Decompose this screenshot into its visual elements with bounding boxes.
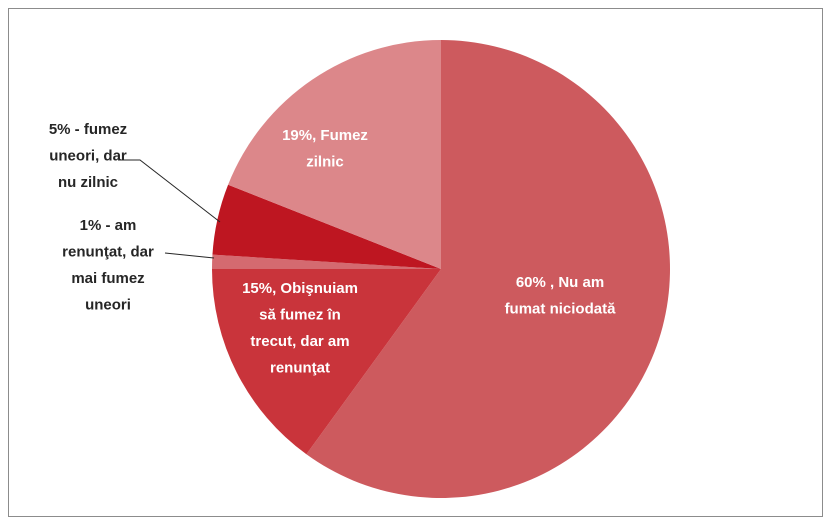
data-label-line: 15%, Obişnuiam (242, 280, 358, 297)
data-label: 60% , Nu am fumat niciodată (505, 274, 617, 318)
leader-line (118, 159, 221, 223)
data-label: 19%, Fumez zilnic (282, 127, 368, 171)
pie-slice (212, 184, 441, 269)
data-label-line: 5% - fumez (49, 121, 127, 138)
data-label-line: zilnic (306, 153, 344, 170)
data-label-line: renunţat, dar (62, 243, 154, 260)
leader-line (164, 252, 215, 259)
data-label: 5% - fumez uneori, dar nu zilnic (49, 121, 127, 191)
data-label: 1% - am renunţat, dar mai fumez uneori (62, 217, 154, 314)
data-label-line: uneori (85, 296, 131, 313)
data-label-line: renunţat (270, 359, 330, 376)
data-label-line: nu zilnic (58, 174, 118, 191)
data-label-line: uneori, dar (49, 147, 127, 164)
data-label-line: 60% , Nu am (516, 274, 604, 291)
data-label: 15%, Obişnuiam să fumez în trecut, dar am r… (242, 280, 358, 377)
pie-slice (306, 40, 671, 498)
data-label-line: 1% - am (80, 217, 137, 234)
data-label-line: 19%, Fumez (282, 127, 368, 144)
data-label-line: trecut, dar am (250, 333, 349, 350)
data-label-line: fumat niciodată (505, 300, 617, 317)
data-label-line: mai fumez (71, 270, 144, 287)
pie-slice (212, 269, 441, 455)
pie-slice (228, 40, 441, 269)
data-label-line: să fumez în (259, 306, 341, 323)
pie-slice (212, 254, 441, 269)
